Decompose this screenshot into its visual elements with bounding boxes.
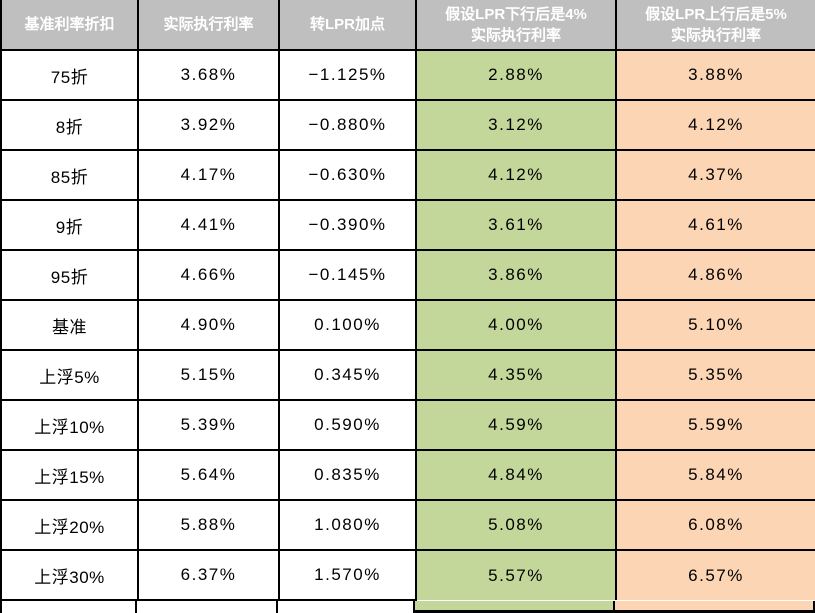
value-cell: 5.84% xyxy=(615,449,815,501)
header-row: 基准利率折扣 实际执行利率 转LPR加点 假设LPR下行后是4% 实际执行利率 … xyxy=(0,0,815,51)
cutoff-cell-green xyxy=(415,601,615,613)
value-cell: 4.86% xyxy=(615,249,815,301)
row-label-cell: 95折 xyxy=(0,249,139,301)
table-row: 上浮5% 5.15% 0.345% 4.35% 5.35% xyxy=(0,349,815,401)
table-row: 上浮10% 5.39% 0.590% 4.59% 5.59% xyxy=(0,399,815,451)
value-cell: 5.64% xyxy=(137,449,280,501)
table-row: 8折 3.92% −0.880% 3.12% 4.12% xyxy=(0,99,815,151)
value-cell: 1.570% xyxy=(278,549,417,601)
row-label-cell: 上浮20% xyxy=(0,499,139,551)
value-cell: 4.41% xyxy=(137,199,280,251)
value-cell: 3.12% xyxy=(415,99,617,151)
row-label-cell: 上浮5% xyxy=(0,349,139,401)
value-cell: 4.00% xyxy=(415,299,617,351)
table-body: 75折 3.68% −1.125% 2.88% 3.88% 8折 3.92% −0.880% 3… xyxy=(0,49,815,601)
value-cell: 3.68% xyxy=(137,49,280,101)
table-row: 85折 4.17% −0.630% 4.12% 4.37% xyxy=(0,149,815,201)
value-cell: 5.57% xyxy=(415,549,617,600)
value-cell: −0.145% xyxy=(278,249,417,301)
cutoff-cell-orange xyxy=(615,601,815,613)
column-header-lpr-up-5pct: 假设LPR上行后是5% 实际执行利率 xyxy=(615,0,815,51)
column-header-actual-rate: 实际执行利率 xyxy=(137,0,280,51)
value-cell: 4.84% xyxy=(415,449,617,501)
value-cell: −0.390% xyxy=(278,199,417,251)
value-cell: 4.12% xyxy=(415,149,617,201)
table-row: 基准 4.90% 0.100% 4.00% 5.10% xyxy=(0,299,815,351)
row-label-cell: 9折 xyxy=(0,199,139,251)
value-cell: 4.90% xyxy=(137,299,280,351)
column-header-label: 转LPR加点 xyxy=(309,16,385,33)
value-cell: 5.35% xyxy=(615,349,815,401)
value-cell: 5.10% xyxy=(615,299,815,351)
table-row: 上浮15% 5.64% 0.835% 4.84% 5.84% xyxy=(0,449,815,501)
value-cell: 3.92% xyxy=(137,99,280,151)
table-row: 95折 4.66% −0.145% 3.86% 4.86% xyxy=(0,249,815,301)
value-cell: −1.125% xyxy=(278,49,417,101)
table-row: 上浮30% 6.37% 1.570% 5.57% 6.57% xyxy=(0,549,815,601)
value-cell: 4.59% xyxy=(415,399,617,451)
value-cell: 4.17% xyxy=(137,149,280,201)
row-label-cell: 上浮10% xyxy=(0,399,139,451)
row-label-cell: 85折 xyxy=(0,149,139,201)
table-row: 上浮20% 5.88% 1.080% 5.08% 6.08% xyxy=(0,499,815,551)
value-cell: 5.39% xyxy=(137,399,280,451)
column-header-label-line1: 假设LPR上行后是5% xyxy=(645,5,787,23)
value-cell: 2.88% xyxy=(415,49,617,101)
value-cell: 0.100% xyxy=(278,299,417,351)
value-cell: 4.66% xyxy=(137,249,280,301)
value-cell: 3.61% xyxy=(415,199,617,251)
row-label-cell: 75折 xyxy=(0,49,139,101)
value-cell: 4.61% xyxy=(615,199,815,251)
value-cell: 3.86% xyxy=(415,249,617,301)
value-cell: 4.12% xyxy=(615,99,815,151)
row-label-cell: 上浮30% xyxy=(0,549,139,601)
row-label-cell: 基准 xyxy=(0,299,139,351)
table-row: 75折 3.68% −1.125% 2.88% 3.88% xyxy=(0,49,815,101)
value-cell: 5.59% xyxy=(615,399,815,451)
value-cell: 5.15% xyxy=(137,349,280,401)
value-cell: 6.08% xyxy=(615,499,815,551)
value-cell: 1.080% xyxy=(278,499,417,551)
value-cell: 6.57% xyxy=(615,549,815,600)
column-header-label-line1: 假设LPR下行后是4% xyxy=(445,5,587,23)
column-header-label: 实际执行利率 xyxy=(163,16,254,33)
value-cell: 0.835% xyxy=(278,449,417,501)
row-label-cell: 上浮15% xyxy=(0,449,139,501)
column-header-label: 基准利率折扣 xyxy=(24,16,115,33)
value-cell: 0.590% xyxy=(278,399,417,451)
value-cell: −0.630% xyxy=(278,149,417,201)
column-header-base-rate-discount: 基准利率折扣 xyxy=(0,0,139,51)
value-cell: 5.08% xyxy=(415,499,617,551)
value-cell: 3.88% xyxy=(615,49,815,101)
cutoff-cell xyxy=(278,601,415,613)
column-header-label-line2: 实际执行利率 xyxy=(470,26,561,44)
value-cell: 6.37% xyxy=(137,549,280,601)
row-label-cell: 8折 xyxy=(0,99,139,151)
column-header-lpr-down-4pct: 假设LPR下行后是4% 实际执行利率 xyxy=(415,0,617,51)
value-cell: 5.88% xyxy=(137,499,280,551)
value-cell: 4.35% xyxy=(415,349,617,401)
value-cell: −0.880% xyxy=(278,99,417,151)
column-header-lpr-spread: 转LPR加点 xyxy=(278,0,417,51)
table-row: 9折 4.41% −0.390% 3.61% 4.61% xyxy=(0,199,815,251)
cutoff-cell xyxy=(137,601,278,613)
value-cell: 4.37% xyxy=(615,149,815,201)
cutoff-cell xyxy=(0,601,137,613)
column-header-label-line2: 实际执行利率 xyxy=(670,26,761,44)
value-cell: 0.345% xyxy=(278,349,417,401)
cutoff-partial-row xyxy=(0,601,815,613)
